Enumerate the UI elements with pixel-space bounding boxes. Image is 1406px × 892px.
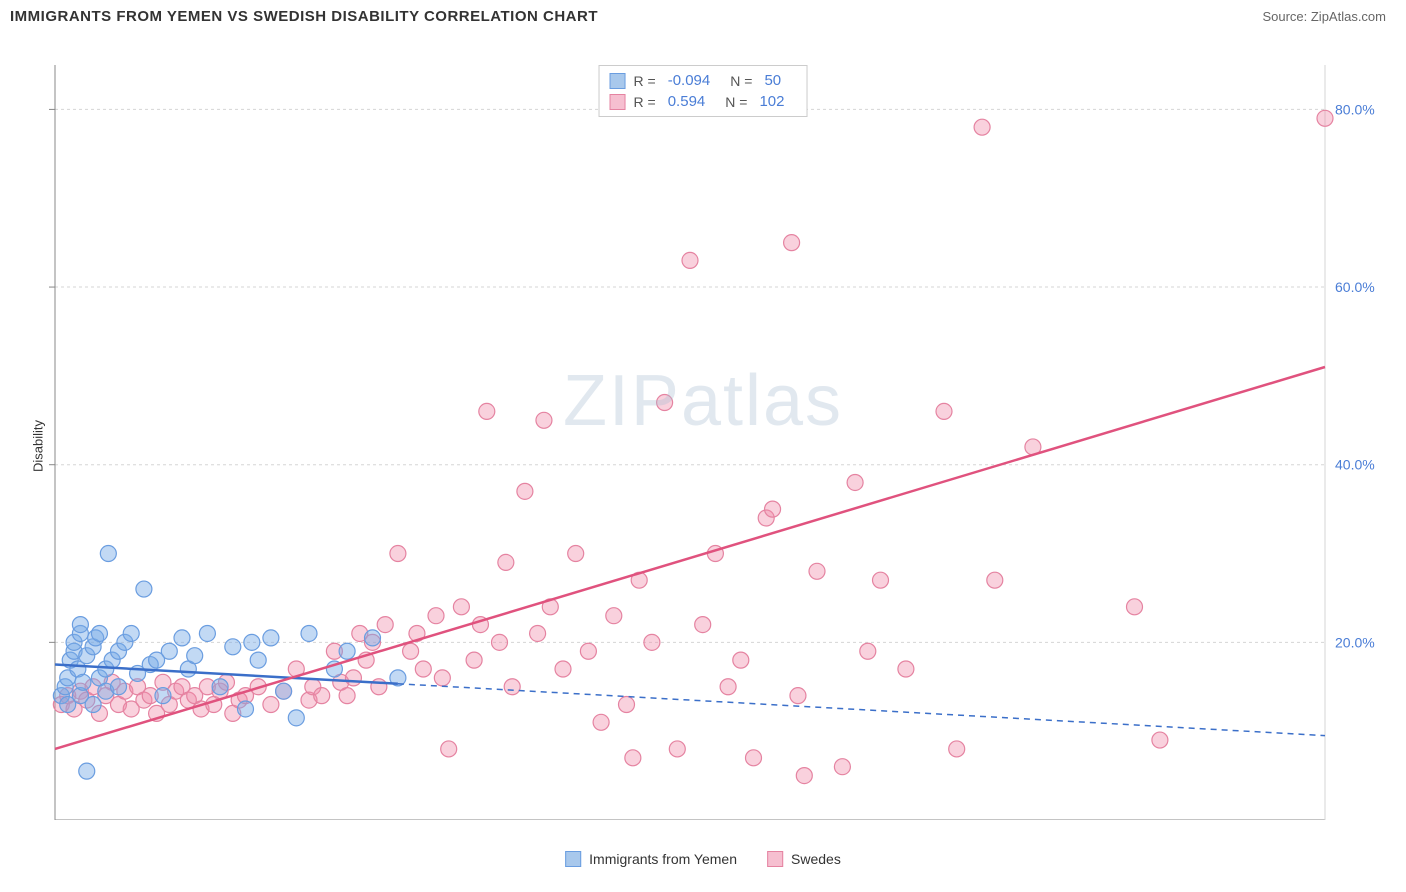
svg-text:20.0%: 20.0% (1335, 634, 1375, 650)
swatch-series1 (610, 73, 626, 89)
legend-row-2: R = 0.594 N = 102 (610, 91, 797, 112)
n-label-2: N = (725, 94, 747, 110)
chart-title: IMMIGRANTS FROM YEMEN VS SWEDISH DISABIL… (10, 8, 598, 25)
chart-header: IMMIGRANTS FROM YEMEN VS SWEDISH DISABIL… (0, 0, 1406, 33)
swatch-bottom-2 (767, 851, 783, 867)
n-value-2: 102 (759, 93, 784, 110)
r-label-2: R = (634, 94, 656, 110)
series-legend: Immigrants from Yemen Swedes (565, 851, 841, 867)
legend-label-1: Immigrants from Yemen (589, 851, 737, 867)
source-name: ZipAtlas.com (1311, 9, 1386, 24)
svg-text:40.0%: 40.0% (1335, 457, 1375, 473)
scatter-chart: 20.0%40.0%60.0%80.0%0.0%100.0% (45, 60, 1375, 820)
n-label-1: N = (730, 73, 752, 89)
chart-source: Source: ZipAtlas.com (1262, 9, 1386, 24)
r-value-2: 0.594 (668, 93, 706, 110)
svg-text:60.0%: 60.0% (1335, 279, 1375, 295)
legend-item-1: Immigrants from Yemen (565, 851, 737, 867)
n-value-1: 50 (764, 72, 781, 89)
correlation-legend: R = -0.094 N = 50 R = 0.594 N = 102 (599, 65, 808, 117)
legend-item-2: Swedes (767, 851, 841, 867)
swatch-bottom-1 (565, 851, 581, 867)
legend-row-1: R = -0.094 N = 50 (610, 70, 797, 91)
r-value-1: -0.094 (668, 72, 711, 89)
legend-label-2: Swedes (791, 851, 841, 867)
chart-container: 20.0%40.0%60.0%80.0%0.0%100.0% (45, 60, 1375, 820)
svg-text:80.0%: 80.0% (1335, 101, 1375, 117)
source-prefix: Source: (1262, 9, 1310, 24)
swatch-series2 (610, 94, 626, 110)
r-label-1: R = (634, 73, 656, 89)
y-axis-label: Disability (31, 420, 46, 472)
